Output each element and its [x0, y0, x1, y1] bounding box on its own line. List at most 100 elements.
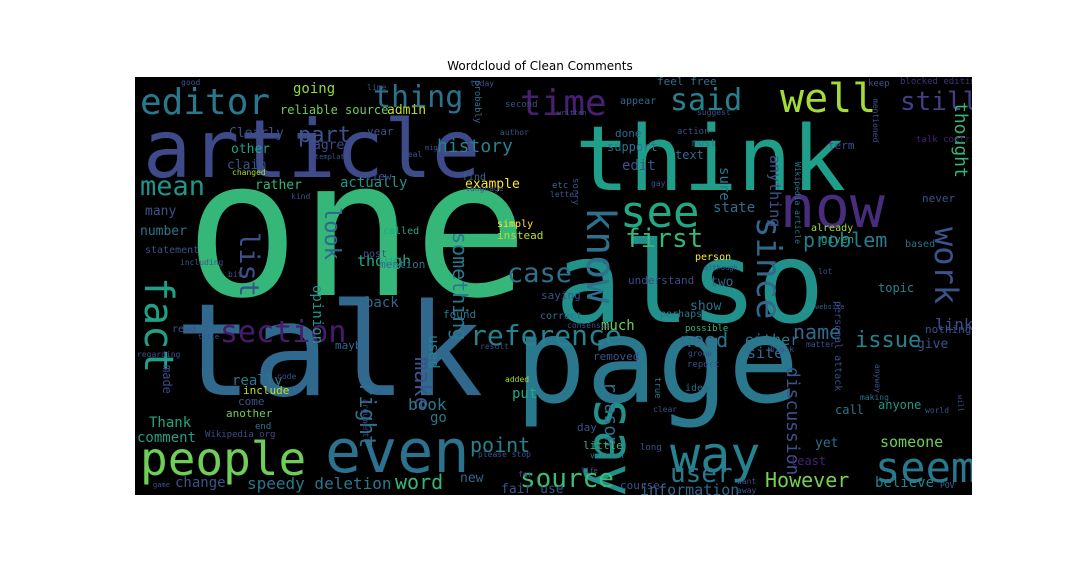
word-want: want — [737, 477, 756, 486]
word-simply: simply — [497, 219, 533, 230]
word-two: two — [710, 275, 733, 290]
word-lot: lot — [818, 267, 833, 276]
word-rather: rather — [255, 178, 302, 193]
word-link: link — [935, 315, 972, 334]
word-also: also — [555, 219, 825, 349]
word-away: away — [737, 486, 756, 495]
word-already: already — [811, 223, 853, 234]
word-user: user — [670, 459, 733, 489]
word-consensus: consensus — [567, 321, 611, 330]
figure-title: Wordcloud of Clean Comments — [447, 59, 633, 73]
word-personal-attack: personal attack — [832, 301, 843, 391]
word-making: making — [860, 393, 889, 402]
word-second: second — [505, 100, 538, 110]
word-reliable-source: reliable source — [280, 103, 388, 117]
word-least: least — [790, 454, 826, 468]
word-end: end — [255, 422, 271, 432]
word-course: course — [620, 479, 660, 492]
word-show: show — [690, 299, 721, 314]
word-suggest: suggest — [697, 108, 731, 117]
word-wikipedia-org: Wikipedia org — [205, 430, 275, 440]
word-article: article — [143, 103, 480, 196]
word-correct: correct — [540, 311, 582, 322]
word-reference: reference — [470, 319, 622, 352]
word-admin: admin — [387, 103, 426, 118]
word-might: might — [425, 144, 446, 152]
word-someone: someone — [880, 433, 943, 451]
word-many: many — [145, 204, 176, 219]
word-another: another — [226, 407, 273, 420]
word-first: first — [625, 224, 703, 254]
word-though: though — [357, 252, 411, 270]
word-template: template — [315, 153, 349, 161]
word-text: text — [675, 148, 704, 162]
word-thing: thing — [373, 80, 463, 115]
word-saying: saying — [541, 289, 581, 302]
word-good: good — [181, 78, 200, 87]
word-seem: seem — [875, 443, 972, 492]
word-yet: yet — [815, 436, 838, 451]
word-back: back — [365, 295, 399, 311]
word-mention: mention — [379, 258, 425, 271]
word-nothing: nothing — [925, 323, 971, 336]
word-called: called — [383, 226, 419, 237]
word-word: word — [395, 470, 443, 494]
word-discussion: discussion — [782, 367, 803, 475]
word-right: right — [354, 382, 379, 448]
word-clear: clear — [653, 405, 677, 414]
word-read: read — [172, 324, 196, 335]
word-need: need — [680, 328, 728, 352]
word-come: come — [238, 395, 265, 408]
word-say: say — [582, 397, 646, 495]
word-comment: comment — [137, 430, 196, 446]
word-including: including — [180, 258, 224, 267]
word-website: website — [815, 303, 845, 311]
word-block: block — [770, 345, 794, 354]
word-removed: removed — [593, 350, 639, 363]
word-blocked-editing: blocked editing — [900, 77, 972, 87]
word-gay: gay — [651, 179, 666, 188]
word-report: report — [687, 360, 720, 370]
word-year: year — [367, 125, 394, 138]
word-since: since — [748, 217, 788, 319]
word-agree: agree — [313, 138, 352, 153]
word-page: page — [515, 292, 799, 430]
word-point: point — [470, 433, 530, 457]
word-day: day — [577, 421, 597, 434]
word-way: way — [670, 426, 760, 484]
word-today: today — [470, 79, 494, 88]
word-please-stop: please stop — [478, 450, 531, 459]
word-claim: claim — [227, 158, 266, 173]
word-going: going — [293, 81, 335, 97]
word-anyone: anyone — [878, 398, 921, 412]
word-know: know — [577, 207, 623, 304]
wordcloud: one talk page also article think now people even… — [135, 77, 972, 495]
word-section: section — [220, 315, 346, 350]
word-wikipedia-article: Wikipedia article — [793, 162, 802, 244]
word-added: added — [505, 375, 529, 384]
word-perhaps: perhaps — [660, 309, 702, 320]
word-view: view — [365, 170, 392, 183]
word-however: However — [765, 468, 849, 492]
word-version: version — [590, 451, 624, 460]
word-code: code — [277, 372, 296, 381]
word-bit: bit — [228, 270, 243, 279]
word-something: something — [448, 232, 472, 340]
word-written: written — [557, 109, 587, 117]
word-instead: instead — [497, 229, 543, 242]
word-topic: topic — [878, 281, 914, 295]
word-found: found — [443, 308, 476, 321]
word-information: information — [640, 481, 739, 495]
word-time: time — [520, 83, 607, 124]
word-speedy-deletion: speedy deletion — [247, 474, 392, 493]
word-list: list — [233, 232, 264, 297]
word-title: title — [198, 333, 219, 341]
word-opinion: opinion — [309, 285, 325, 344]
word-must: must — [692, 138, 716, 149]
word-actually: actually — [340, 175, 407, 191]
word-little: little — [583, 439, 623, 452]
word-feel-free: feel free — [657, 77, 717, 88]
word-language: language — [465, 184, 504, 193]
word-letter: letter — [550, 190, 579, 199]
word-still: still — [900, 87, 972, 117]
